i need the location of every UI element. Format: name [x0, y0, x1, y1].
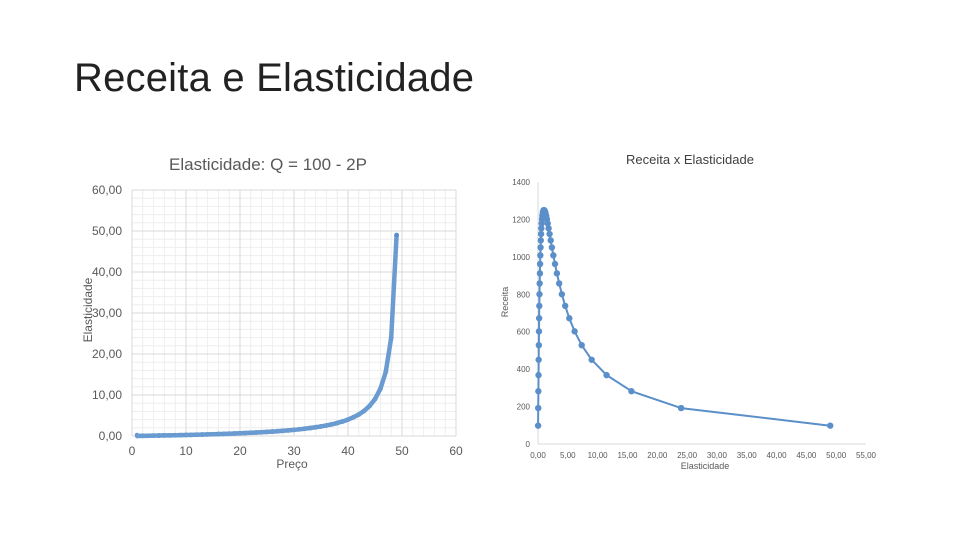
chart2-point [588, 356, 595, 363]
chart2-y-tick-label: 200 [517, 403, 531, 412]
chart2-y-tick-label: 0 [526, 440, 531, 449]
chart1-y-tick-label: 20,00 [92, 347, 122, 361]
chart2-y-tick-label: 800 [517, 290, 531, 299]
chart2-x-tick-label: 5,00 [560, 451, 576, 460]
chart1-x-tick-label: 30 [287, 444, 301, 458]
chart1-curve-segment [388, 232, 399, 340]
chart1-x-tick-label: 40 [341, 444, 355, 458]
chart2-y-tick-label: 1000 [512, 253, 530, 262]
chart1-x-tick-label: 10 [179, 444, 193, 458]
chart2-x-tick-label: 45,00 [796, 451, 817, 460]
chart2-x-tick-labels: 0,00 5,00 10,00 15,00 20,00 25,00 30,00 35,00 40… [530, 451, 876, 460]
chart2-x-tick-label: 50,00 [826, 451, 847, 460]
chart1-x-tick-label: 50 [395, 444, 409, 458]
chart2-point [553, 270, 561, 277]
chart2-x-tick-label: 10,00 [588, 451, 609, 460]
chart2-title: Receita x Elasticidade [626, 152, 754, 167]
chart1-y-tick-label: 10,00 [92, 388, 122, 402]
chart1-y-tick-labels: 0,00 10,00 20,00 30,00 40,00 50,00 60,00 [92, 183, 122, 443]
chart2-point [544, 220, 551, 227]
elasticity-chart: Elasticidade: Q = 100 - 2P 0,00 10,00 20,0… [81, 155, 463, 471]
chart2-y-tick-label: 600 [517, 328, 531, 337]
chart2-point [535, 371, 542, 379]
chart1-y-tick-label: 60,00 [92, 183, 122, 197]
chart1-y-tick-label: 50,00 [92, 224, 122, 238]
chart2-point [537, 237, 545, 244]
chart2-x-tick-label: 35,00 [737, 451, 758, 460]
chart2-point [535, 356, 542, 363]
chart2-point [551, 260, 559, 268]
chart2-point [603, 371, 610, 379]
chart2-point [535, 315, 543, 322]
chart2-point [537, 252, 544, 259]
chart1-x-tick-label: 0 [129, 444, 136, 458]
chart2-point [536, 270, 544, 277]
chart2-point [827, 422, 834, 429]
chart2-point [555, 280, 563, 287]
chart2-x-axis-label: Elasticidade [681, 461, 730, 471]
chart2-point [538, 225, 545, 232]
chart2-y-tick-label: 1400 [512, 178, 530, 187]
chart2-point [545, 225, 552, 232]
chart1-y-tick-label: 40,00 [92, 265, 122, 279]
chart2-x-tick-label: 15,00 [617, 451, 638, 460]
chart1-x-tick-labels: 0 10 20 30 40 50 60 [129, 444, 463, 458]
chart1-point [394, 232, 399, 238]
chart1-y-axis-label: Elasticidade [81, 277, 95, 342]
chart1-x-axis-label: Preço [276, 457, 308, 471]
chart2-point [628, 388, 635, 395]
slide-title: Receita e Elasticidade [74, 56, 475, 100]
chart1-major-grid [131, 189, 457, 437]
chart2-y-axis-label: Receita [500, 287, 510, 318]
chart1-x-tick-label: 20 [233, 444, 247, 458]
chart2-x-tick-label: 25,00 [677, 451, 698, 460]
chart1-x-tick-label: 60 [449, 444, 463, 458]
chart2-point [535, 328, 543, 335]
chart2-point [536, 280, 543, 287]
chart2-point [534, 422, 542, 429]
chart2-x-tick-label: 55,00 [856, 451, 877, 460]
chart2-point [566, 315, 573, 322]
chart2-point [535, 341, 543, 349]
chart2-point [536, 291, 543, 298]
chart2-x-tick-label: 30,00 [707, 451, 728, 460]
chart2-x-tick-label: 40,00 [767, 451, 788, 460]
chart2-point [535, 404, 542, 412]
chart2-point [548, 244, 556, 251]
chart1-y-tick-label: 0,00 [99, 429, 123, 443]
chart2-point [536, 302, 543, 310]
chart1-y-tick-label: 30,00 [92, 306, 122, 320]
chart2-point [537, 244, 544, 251]
chart2-point [535, 388, 542, 395]
chart1-title: Elasticidade: Q = 100 - 2P [169, 155, 367, 174]
chart2-point [550, 252, 557, 259]
chart2-y-tick-label: 1200 [512, 215, 530, 224]
chart1-series [134, 232, 399, 439]
chart2-point [536, 260, 544, 268]
chart1-curve-segment [383, 335, 394, 375]
chart2-series [534, 206, 834, 429]
chart2-x-tick-label: 0,00 [530, 451, 546, 460]
chart2-point [547, 237, 554, 244]
chart2-y-tick-label: 400 [517, 365, 531, 374]
chart2-point [571, 328, 578, 335]
chart2-point [578, 341, 585, 349]
chart2-line [537, 209, 831, 427]
chart2-y-tick-labels: 0 200 400 600 800 1000 1200 1400 [512, 178, 530, 449]
chart2-point [537, 230, 545, 238]
chart1-curve-segment [378, 369, 389, 392]
chart2-x-tick-label: 20,00 [647, 451, 668, 460]
chart2-point [677, 404, 685, 412]
chart2-point [546, 230, 553, 238]
chart2-point [561, 302, 569, 310]
revenue-chart: Receita x Elasticidade 0 200 400 600 800 1000… [500, 152, 877, 471]
chart2-point [558, 291, 566, 298]
